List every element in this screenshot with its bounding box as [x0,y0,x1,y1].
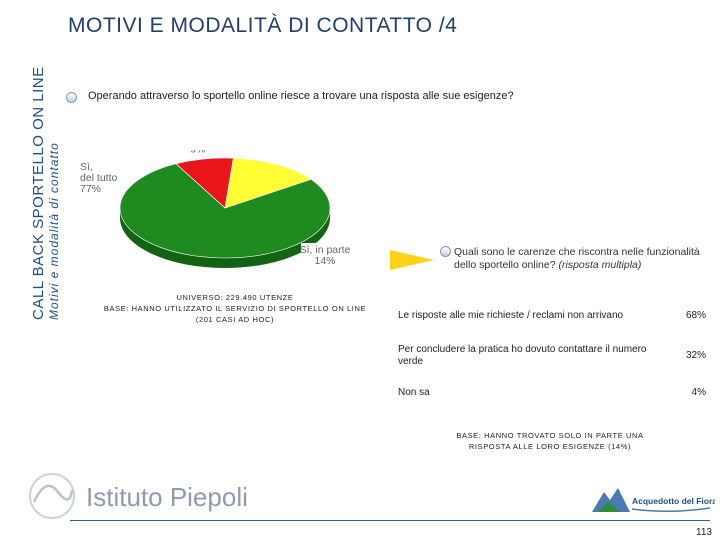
row-label: Non sa [398,387,430,398]
page-number: 113 [696,527,712,538]
pie-slice [119,163,331,259]
pie-label-background [301,243,353,269]
acquedotto-logo-text: Acquedotto del Fiora [632,496,715,506]
base-line: BASE: HANNO TROVATO SOLO IN PARTE UNA [456,431,644,440]
pie-label: Sì, in parte 14% [300,244,351,267]
base-line: RISPOSTA ALLE LORO ESIGENZE (14%) [468,442,632,451]
pie-slice-side [120,208,330,268]
piepoli-logo: Istituto Piepoli [29,473,248,519]
sidebar-text: CALL BACK SPORTELLO ON LINE Motivi e mod… [30,66,61,320]
sidebar-subtitle: Motivi e modalità di contatto [47,142,61,320]
followup-base-note: BASE: HANNO TROVATO SOLO IN PARTE UNA RI… [420,430,680,452]
question-text: Operando attraverso lo sportello online … [88,90,514,102]
pie-label: Sì, del tutto 77% [80,161,118,195]
universe-line: UNIVERSO: 229.490 UTENZE [176,293,294,302]
row-value: 4% [691,387,706,398]
page-title: MOTIVI E MODALITÀ DI CONTATTO /4 [68,14,458,37]
bullet-icon [440,246,451,257]
arrow-right-icon [390,250,434,270]
pie-slice [224,157,312,209]
row-label: Le risposte alle mie richieste / reclami… [398,310,624,321]
followup-note: (risposta multipla) [558,259,642,271]
row-value: 68% [685,310,706,321]
piepoli-logo-text: Istituto Piepoli [86,482,248,512]
row-value: 32% [685,350,706,361]
acquedotto-logo: Acquedotto del Fiora [592,488,715,513]
universe-note: UNIVERSO: 229.490 UTENZE BASE: HANNO UTI… [90,292,380,325]
followup-question-text: Quali sono le carenze che riscontra nell… [454,246,700,271]
sidebar: CALL BACK SPORTELLO ON LINE Motivi e mod… [0,0,61,540]
bullet-icon [66,92,77,103]
cases-line: (201 CASI AD HOC) [195,315,275,324]
pie-label: No9% [190,150,205,155]
followup-question: Quali sono le carenze che riscontra nell… [454,246,700,272]
footer-divider [70,520,710,521]
base-line: BASE: HANNO UTILIZZATO IL SERVIZIO DI SP… [103,304,367,313]
row-label: Per concludere la pratica ho dovuto cont… [398,344,647,367]
sidebar-title: CALL BACK SPORTELLO ON LINE [30,66,47,320]
